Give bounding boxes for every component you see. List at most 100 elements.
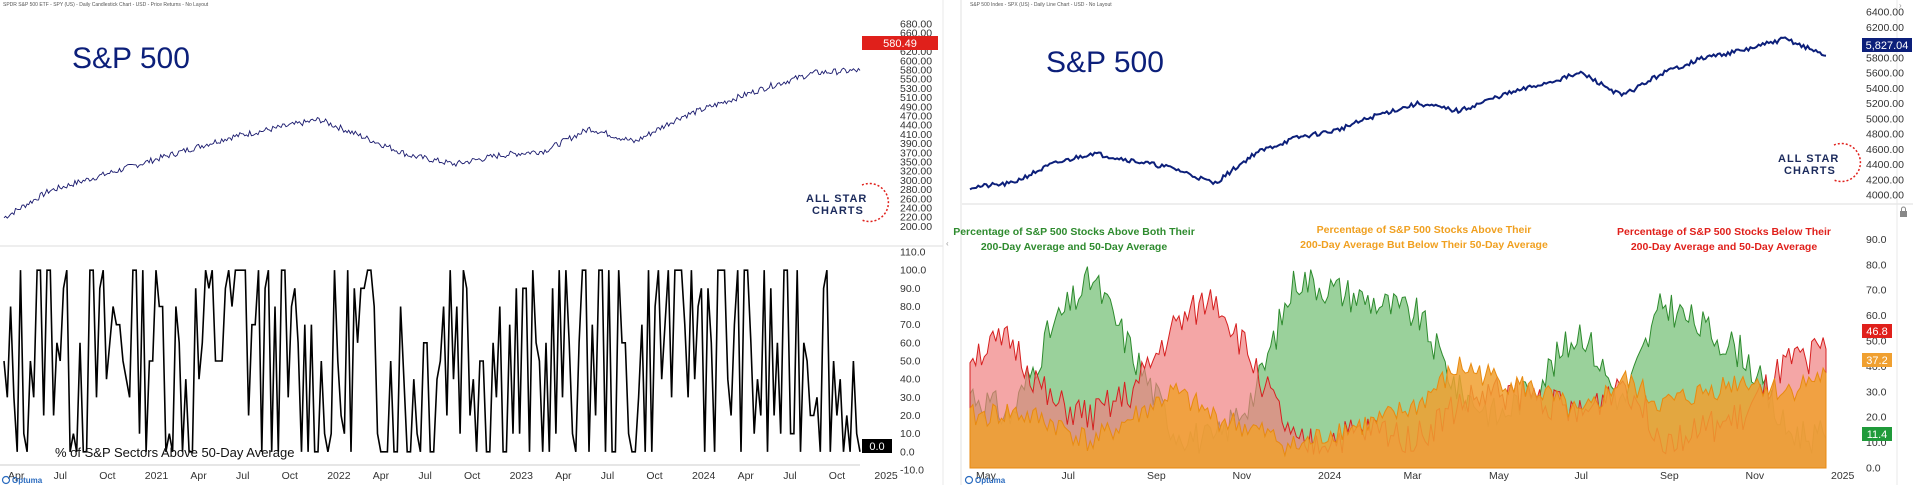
left-x-label-2: Oct (99, 470, 115, 482)
left-upper-ticks-label-4: 600.00 (900, 55, 932, 67)
left-lower-ticks-label-11: 0.0 (900, 446, 915, 458)
right-last-price-value: 5,827.04 (1866, 40, 1909, 52)
left-x-label-12: Apr (555, 470, 572, 482)
left-x-label-8: Apr (373, 470, 390, 482)
green-last-badge (1862, 427, 1892, 441)
left-upper-ticks-label-9: 490.00 (900, 101, 932, 113)
orange-annotation-line2: 200-Day Average But Below Their 50-Day A… (1300, 239, 1548, 251)
right-upper-ticks-label-10: 4400.00 (1866, 159, 1904, 171)
right-x-label-0: May (976, 470, 997, 482)
right-x-label-6: May (1489, 470, 1510, 482)
right-upper-ticks-label-9: 4600.00 (1866, 144, 1904, 156)
right-upper-ticks-label-8: 4800.00 (1866, 129, 1904, 141)
left-lower-ticks-label-5: 60.0 (900, 337, 921, 349)
left-x-label-0: Apr (8, 470, 25, 482)
orange-breadth-area (969, 356, 1827, 469)
right-title: S&P 500 (1046, 46, 1164, 79)
left-upper-axis: 680.00660.00640.00620.00600.00580.00550.… (900, 19, 932, 233)
left-collapse-icon[interactable]: ‹ (946, 239, 949, 248)
left-x-label-18: Oct (829, 470, 845, 482)
left-lower-ticks-label-2: 90.0 (900, 283, 921, 295)
left-upper-ticks-label-5: 580.00 (900, 65, 932, 77)
right-upper-ticks-label-6: 5200.00 (1866, 98, 1904, 110)
orange-last-value: 37.2 (1866, 355, 1887, 367)
left-panel: SPDR S&P 500 ETF - SPY (US) - Daily Cand… (0, 0, 949, 485)
left-upper-ticks-label-10: 470.00 (900, 111, 932, 123)
left-lower-ticks-label-3: 80.0 (900, 301, 921, 313)
left-upper-ticks-label-8: 510.00 (900, 92, 932, 104)
left-upper-ticks-label-17: 300.00 (900, 175, 932, 187)
left-upper-ticks-label-20: 240.00 (900, 203, 932, 215)
left-lower-ticks-label-6: 50.0 (900, 356, 921, 368)
left-upper-ticks-label-7: 530.00 (900, 83, 932, 95)
right-lower-ticks-label-9: 0.0 (1866, 463, 1881, 475)
left-lower-caption: % of S&P Sectors Above 50-Day Average (55, 445, 294, 460)
red-annotation-line1: Percentage of S&P 500 Stocks Below Their (1617, 226, 1831, 238)
left-x-label-4: Apr (190, 470, 207, 482)
red-last-value: 46.8 (1866, 326, 1887, 338)
left-upper-ticks-label-11: 440.00 (900, 120, 932, 132)
right-x-label-8: Sep (1660, 470, 1679, 482)
right-x-label-7: Jul (1575, 470, 1588, 482)
right-collapse-icon[interactable]: › (1899, 1, 1902, 10)
left-upper-ticks-label-19: 260.00 (900, 193, 932, 205)
right-lower-ticks-label-0: 90.0 (1866, 234, 1887, 246)
green-annotation-line1: Percentage of S&P 500 Stocks Above Both … (953, 226, 1195, 238)
right-upper-ticks-label-7: 5000.00 (1866, 113, 1904, 125)
left-brand-logo: ALL STAR CHARTS (806, 182, 890, 223)
right-lower-ticks-label-4: 50.0 (1866, 336, 1887, 348)
lock-icon[interactable] (1900, 206, 1907, 217)
left-x-label-14: Oct (646, 470, 662, 482)
right-x-label-9: Nov (1746, 470, 1765, 482)
left-optuma-icon (1, 475, 11, 485)
left-x-label-1: Jul (54, 470, 67, 482)
right-brand-line1: ALL STAR (1778, 153, 1839, 165)
left-x-label-19: 2025 (874, 470, 898, 482)
left-title: S&P 500 (72, 42, 190, 75)
red-annotation-line2: 200-Day Average and 50-Day Average (1631, 241, 1818, 253)
right-lower-ticks-label-7: 20.0 (1866, 412, 1887, 424)
right-optuma-logo: Optuma (975, 476, 1006, 485)
right-last-price-badge (1862, 38, 1912, 52)
left-lower-ticks-label-12: -10.0 (900, 465, 924, 477)
left-brand-arc (861, 182, 890, 223)
left-lower-ticks-label-8: 30.0 (900, 392, 921, 404)
left-last-breadth-badge (862, 439, 892, 453)
left-upper-ticks-label-6: 550.00 (900, 74, 932, 86)
right-optuma-icon (964, 475, 974, 485)
left-upper-ticks-label-15: 350.00 (900, 157, 932, 169)
left-brand-line2: CHARTS (812, 205, 864, 217)
right-brand-arc (1833, 142, 1862, 183)
left-upper-ticks-label-12: 410.00 (900, 129, 932, 141)
right-lower-ticks-label-3: 60.0 (1866, 310, 1887, 322)
right-upper-ticks-label-1: 6200.00 (1866, 22, 1904, 34)
left-upper-ticks-label-0: 680.00 (900, 19, 932, 31)
left-upper-ticks-label-18: 280.00 (900, 184, 932, 196)
right-x-label-5: Mar (1404, 470, 1423, 482)
left-price-series (3, 67, 861, 219)
right-x-label-4: 2024 (1318, 470, 1342, 482)
right-x-axis-labels: May Jul Sep Nov 2024 Mar May Jul Sep Nov 2025 (976, 470, 1855, 482)
orange-last-badge (1862, 353, 1892, 367)
left-lower-ticks-label-9: 20.0 (900, 410, 921, 422)
left-lower-ticks-label-4: 70.0 (900, 319, 921, 331)
right-lower-ticks-label-6: 30.0 (1866, 386, 1887, 398)
left-x-label-16: Apr (738, 470, 755, 482)
left-lower-ticks-label-7: 40.0 (900, 374, 921, 386)
left-x-label-10: Oct (464, 470, 480, 482)
left-x-label-17: Jul (783, 470, 796, 482)
green-annotation-line2: 200-Day Average and 50-Day Average (981, 241, 1168, 253)
left-upper-ticks-label-22: 200.00 (900, 221, 932, 233)
right-lower-ticks-label-2: 70.0 (1866, 285, 1887, 297)
left-brand-line1: ALL STAR (806, 193, 867, 205)
right-upper-ticks-label-0: 6400.00 (1866, 7, 1904, 19)
left-upper-ticks-label-13: 390.00 (900, 138, 932, 150)
right-x-label-3: Nov (1233, 470, 1252, 482)
right-upper-ticks-label-5: 5400.00 (1866, 83, 1904, 95)
left-x-label-13: Jul (601, 470, 614, 482)
left-lower-axis: 110.0 100.0 90.0 80.0 70.0 60.0 50.0 40.0 30.0 20… (900, 247, 926, 477)
left-x-label-6: Oct (282, 470, 298, 482)
right-upper-ticks-label-4: 5600.00 (1866, 68, 1904, 80)
left-last-price-value: 580.49 (883, 38, 917, 50)
